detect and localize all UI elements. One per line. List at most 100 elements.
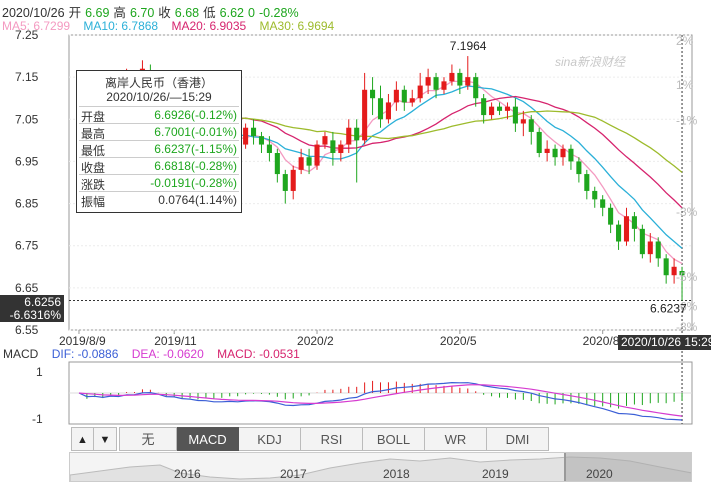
navigator-window[interactable] xyxy=(564,453,691,481)
axis-labels: 7.25 7.15 7.05 6.95 6.85 6.75 6.65 6.55 2% 1% -1% -… xyxy=(15,28,698,426)
tooltip-label: 最低 xyxy=(81,144,106,158)
candle-body xyxy=(592,190,598,200)
close-label: 收 xyxy=(158,6,171,20)
candle-body xyxy=(441,81,447,90)
x-tick-label: 2019/8/9 xyxy=(59,334,106,348)
macd-layer xyxy=(69,380,692,421)
x-tick-label: 2020/8 xyxy=(583,334,620,348)
candle-body xyxy=(671,266,677,276)
tab-wr[interactable]: WR xyxy=(425,427,487,451)
tab-dmi[interactable]: DMI xyxy=(487,427,549,451)
y-tick-label: 6.55 xyxy=(15,323,39,337)
scroll-up-button[interactable]: ▲ xyxy=(71,427,94,451)
candle-body xyxy=(290,169,296,191)
scroll-down-button[interactable]: ▼ xyxy=(94,427,117,451)
dif-legend: DIF: -0.0886 xyxy=(51,347,119,361)
navigator-year: 2018 xyxy=(383,467,410,481)
candle-body xyxy=(433,77,439,90)
candle-body xyxy=(274,153,280,175)
candle-body xyxy=(616,224,622,242)
tooltip-value: 6.6818(-0.28%) xyxy=(154,159,237,173)
ma20-legend: MA20: 6.9035 xyxy=(171,19,247,33)
high-annotation: 7.1964 xyxy=(450,39,487,53)
macd-tick-label: -1 xyxy=(32,412,43,426)
candle-body xyxy=(600,199,606,208)
y-tick-label: 7.15 xyxy=(15,70,39,84)
tooltip-label: 收盘 xyxy=(81,161,106,175)
tooltip-row-amplitude: 振幅 0.0764(1.14%) xyxy=(79,191,239,209)
y-tick-label: 6.75 xyxy=(15,239,39,253)
candle-body xyxy=(647,241,653,255)
y-right-tick-label: -6% xyxy=(676,299,698,313)
close-value: 6.68 xyxy=(174,6,200,20)
candle-body xyxy=(314,144,320,166)
candle-body xyxy=(346,127,352,145)
ma5-legend: MA5: 6.7299 xyxy=(2,19,71,33)
candle-body xyxy=(552,148,558,158)
x-tick-label: 2019/11 xyxy=(154,334,197,348)
candle-body xyxy=(306,157,312,166)
candle-body xyxy=(258,136,265,145)
macd-value-legend: MACD: -0.0531 xyxy=(217,347,300,361)
ma30-legend: MA30: 6.9694 xyxy=(259,19,335,33)
candle-body xyxy=(362,89,368,141)
candle-body xyxy=(489,106,495,116)
dea-line xyxy=(78,384,683,417)
y-tick-label: 6.65 xyxy=(15,281,39,295)
candle-body xyxy=(243,127,249,145)
candle-body xyxy=(504,106,511,111)
low-label: 低 xyxy=(203,6,216,20)
candle-body xyxy=(266,144,272,153)
candle-body xyxy=(354,127,360,141)
time-navigator[interactable]: 2016 2017 2018 2019 2020 xyxy=(69,452,692,482)
candle-body xyxy=(401,89,407,103)
candle-body xyxy=(322,136,328,145)
tooltip-label: 振幅 xyxy=(81,195,106,209)
y-right-tick-label: -8% xyxy=(676,320,698,334)
tab-none[interactable]: 无 xyxy=(119,427,177,451)
candle-body xyxy=(385,102,391,120)
tooltip-value: 6.7001(-0.01%) xyxy=(154,125,237,139)
tooltip-row-close: 收盘 6.6818(-0.28%) xyxy=(79,157,239,175)
navigator-year: 2017 xyxy=(280,467,307,481)
candle-body xyxy=(568,148,574,162)
tab-macd[interactable]: MACD xyxy=(177,427,239,451)
change-percent: -0.28% xyxy=(258,6,299,20)
y-right-tick-label: 1% xyxy=(676,78,694,92)
open-label: 开 xyxy=(68,6,82,20)
tab-rsi[interactable]: RSI xyxy=(301,427,363,451)
macd-tick-label: 1 xyxy=(36,365,43,379)
low-annotation: 6.6237 xyxy=(650,302,687,316)
high-value: 6.70 xyxy=(129,6,155,20)
tooltip-label: 最高 xyxy=(81,127,106,141)
y-right-tick-label: -5% xyxy=(676,270,698,284)
candle-body xyxy=(298,157,304,170)
quote-header: 2020/10/26 开 6.69 高 6.70 收 6.68 低 6.62 0 -0.28% xyxy=(2,2,303,21)
tab-kdj[interactable]: KDJ xyxy=(239,427,301,451)
candle-body xyxy=(496,106,503,111)
tab-boll[interactable]: BOLL xyxy=(363,427,425,451)
tooltip-value: 0.0764(1.14%) xyxy=(158,193,237,207)
sina-watermark: sina新浪财经 xyxy=(555,55,626,69)
open-value: 6.69 xyxy=(85,6,110,20)
candle-body xyxy=(377,98,384,120)
macd-legend: MACD DIF: -0.0886 DEA: -0.0620 MACD: -0.… xyxy=(3,347,310,361)
candle-body xyxy=(409,98,415,103)
candle-body xyxy=(449,72,455,82)
candle-body xyxy=(623,216,630,242)
candle-body xyxy=(536,131,542,153)
dif-line xyxy=(78,381,683,421)
tooltip-value: -0.0191(-0.28%) xyxy=(150,176,237,190)
low-value: 6.62 xyxy=(219,6,244,20)
candle-body xyxy=(584,174,590,191)
tooltip-row-low: 最低 6.6237(-1.15%) xyxy=(79,140,239,158)
indicator-tabs: ▲ ▼ 无 MACD KDJ RSI BOLL WR DMI xyxy=(71,427,549,451)
y-right-tick-label: -1% xyxy=(676,114,698,128)
candle-body xyxy=(393,89,399,103)
candle-body xyxy=(512,106,518,124)
navigator-year: 2016 xyxy=(174,467,201,481)
crosshair-date-label: 2020/10/26 15:29 xyxy=(618,335,711,350)
navigator-year: 2020 xyxy=(586,467,613,481)
candle-body xyxy=(473,77,479,99)
x-tick-label: 2020/2 xyxy=(297,334,334,348)
